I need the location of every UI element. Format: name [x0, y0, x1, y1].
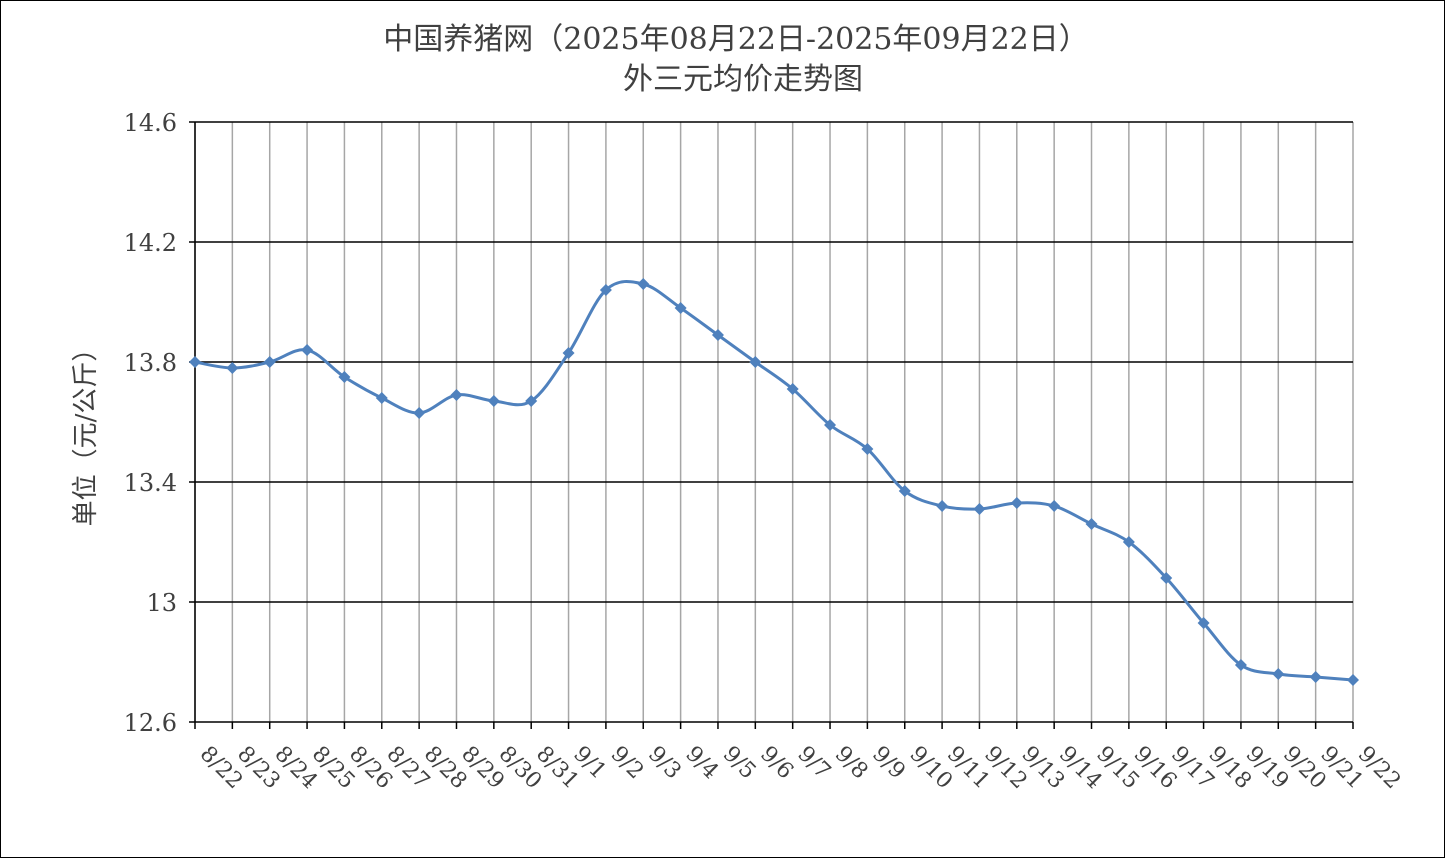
x-tick-label: 8/22: [195, 742, 248, 795]
x-tick-label: 9/2: [606, 742, 649, 785]
data-point-marker: [450, 389, 463, 401]
y-tick-label: 14.6: [124, 109, 177, 137]
data-point-marker: [263, 356, 276, 368]
series-group: [189, 278, 1359, 686]
x-tick-label: 9/5: [718, 742, 761, 785]
x-tick-label: 9/6: [755, 742, 798, 785]
data-point-marker: [413, 407, 426, 419]
data-point-marker: [1272, 668, 1285, 680]
data-point-marker: [861, 443, 874, 455]
y-tick-label: 12.6: [124, 709, 177, 737]
horizontal-gridlines: [189, 121, 1353, 723]
data-point-marker: [1122, 536, 1135, 548]
data-point-marker: [562, 347, 575, 359]
x-tick-label: 9/10: [904, 742, 957, 795]
data-point-marker: [1010, 497, 1023, 509]
chart-title: 中国养猪网（2025年08月22日-2025年09月22日）: [383, 22, 1089, 57]
data-point-marker: [786, 383, 799, 395]
data-point-marker: [674, 302, 687, 314]
y-tick-labels: 12.6 13 13.4 13.8 14.2 14.6: [124, 109, 177, 737]
data-point-marker: [1160, 572, 1173, 584]
data-point-marker: [824, 419, 837, 431]
data-point-marker: [973, 503, 986, 515]
axes: [194, 122, 1354, 729]
data-point-marker: [525, 395, 538, 407]
x-tick-label: 9/9: [867, 742, 910, 785]
data-point-marker: [637, 278, 650, 290]
vertical-gridlines: [194, 122, 1354, 722]
x-tick-label: 9/4: [680, 742, 723, 785]
y-tick-label: 13.4: [124, 469, 177, 497]
data-point-marker: [1234, 659, 1247, 671]
data-point-marker: [898, 485, 911, 497]
y-tick-label: 13.8: [124, 349, 177, 377]
data-point-marker: [226, 362, 239, 374]
data-point-marker: [749, 356, 762, 368]
data-point-marker: [375, 392, 388, 404]
data-point-marker: [338, 371, 351, 383]
series-line: [194, 280, 1354, 682]
data-point-marker: [301, 344, 314, 356]
data-point-marker: [1048, 500, 1061, 512]
data-point-marker: [1197, 617, 1210, 629]
y-tick-label: 14.2: [124, 229, 177, 257]
x-tick-label: 9/7: [792, 742, 835, 785]
data-point-marker: [189, 356, 201, 368]
x-tick-labels: 8/228/238/248/258/268/278/288/298/308/31…: [195, 742, 1406, 795]
data-point-marker: [1309, 671, 1322, 683]
chart-subtitle: 外三元均价走势图: [623, 62, 863, 97]
x-tick-label: 9/8: [830, 742, 873, 785]
data-point-marker: [1085, 518, 1098, 530]
data-point-marker: [599, 284, 612, 296]
data-point-marker: [487, 395, 500, 407]
data-point-marker: [936, 500, 949, 512]
data-point-marker: [1347, 674, 1359, 686]
x-tick-label: 9/3: [643, 742, 686, 785]
y-tick-label: 13: [146, 589, 177, 617]
data-point-marker: [711, 329, 724, 341]
y-axis-label: 单位（元/公斤）: [71, 336, 101, 527]
